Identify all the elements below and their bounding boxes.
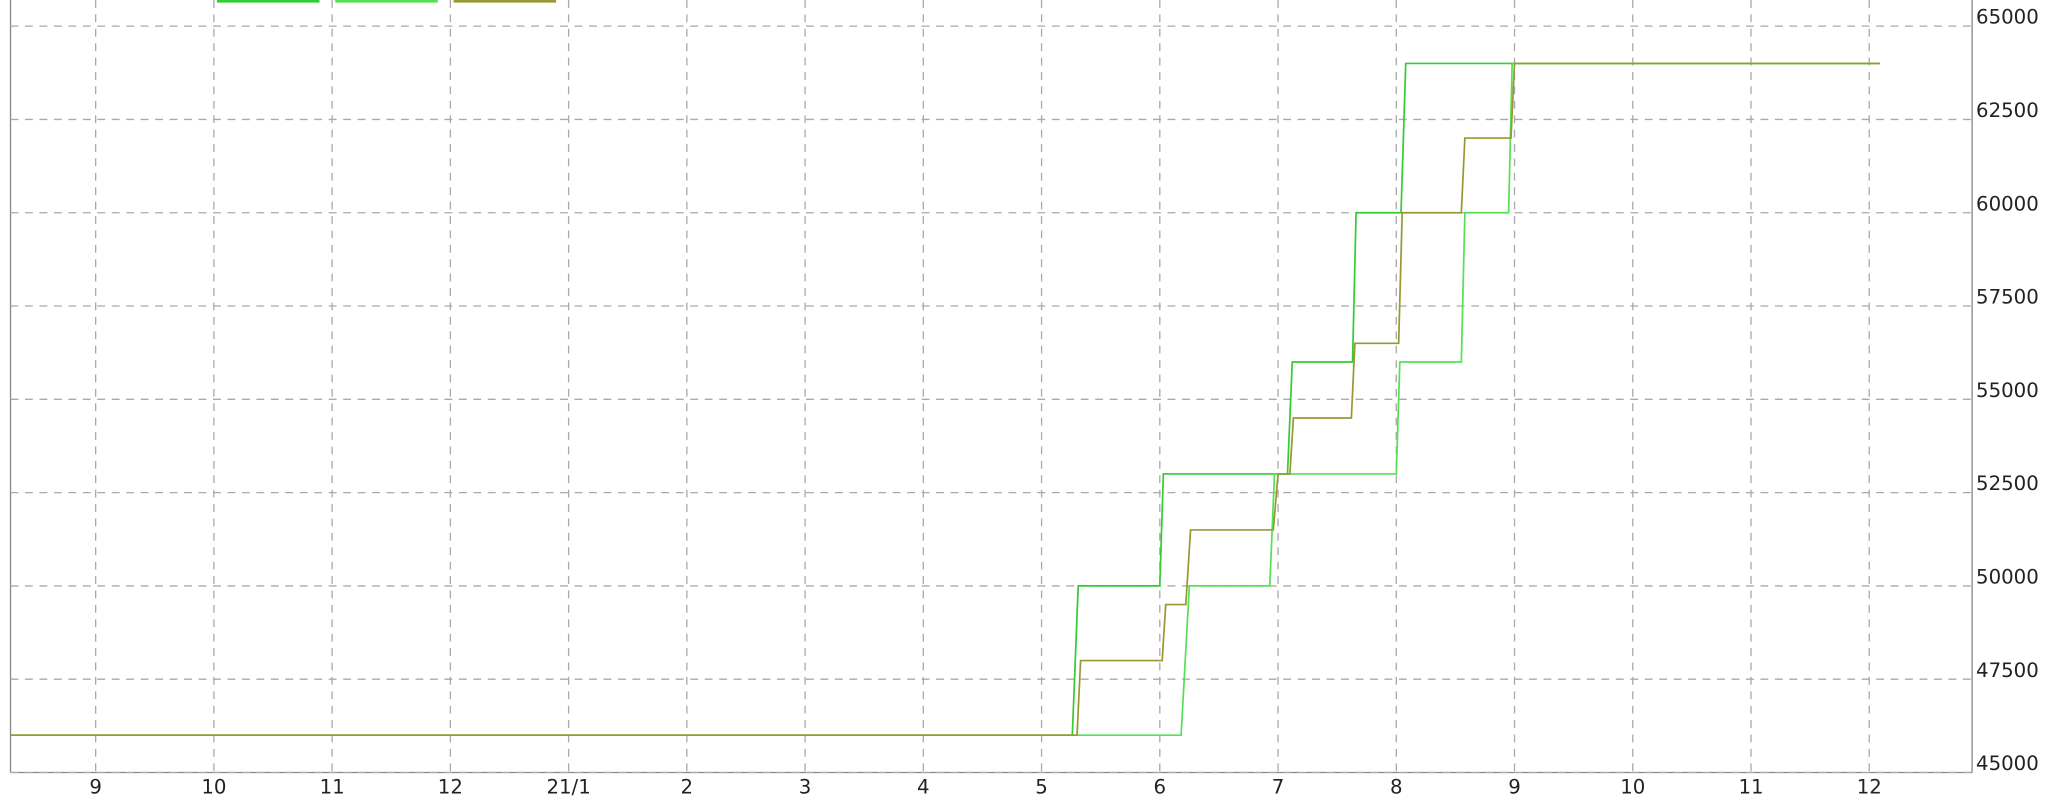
y-tick-label: 62500 <box>1976 99 2039 122</box>
series-line <box>10 62 1880 737</box>
y-tick-label: 52500 <box>1976 472 2039 495</box>
series-line <box>10 62 1880 737</box>
x-tick-label: 9 <box>1508 776 1521 799</box>
y-tick-label: 55000 <box>1976 379 2039 402</box>
series-line <box>10 62 1880 737</box>
x-tick-label: 11 <box>1738 776 1763 799</box>
y-tick-label: 60000 <box>1976 192 2039 215</box>
y-tick-label: 65000 <box>1976 6 2039 29</box>
x-tick-label: 10 <box>201 776 226 799</box>
x-tick-label: 11 <box>320 776 345 799</box>
x-tick-label: 5 <box>1035 776 1048 799</box>
x-tick-label: 9 <box>89 776 102 799</box>
y-tick-label: 57500 <box>1976 286 2039 309</box>
x-tick-label: 3 <box>799 776 812 799</box>
y-tick-label: 47500 <box>1976 659 2039 682</box>
x-tick-label: 6 <box>1154 776 1167 799</box>
x-tick-label: 2 <box>681 776 694 799</box>
y-tick-label: 50000 <box>1976 566 2039 589</box>
y-tick-label: 45000 <box>1976 752 2039 775</box>
x-tick-label: 21/1 <box>546 776 590 799</box>
x-tick-label: 4 <box>917 776 930 799</box>
x-tick-label: 12 <box>1857 776 1882 799</box>
x-tick-label: 8 <box>1390 776 1403 799</box>
x-tick-label: 12 <box>438 776 463 799</box>
x-tick-label: 7 <box>1272 776 1285 799</box>
x-tick-label: 10 <box>1620 776 1645 799</box>
